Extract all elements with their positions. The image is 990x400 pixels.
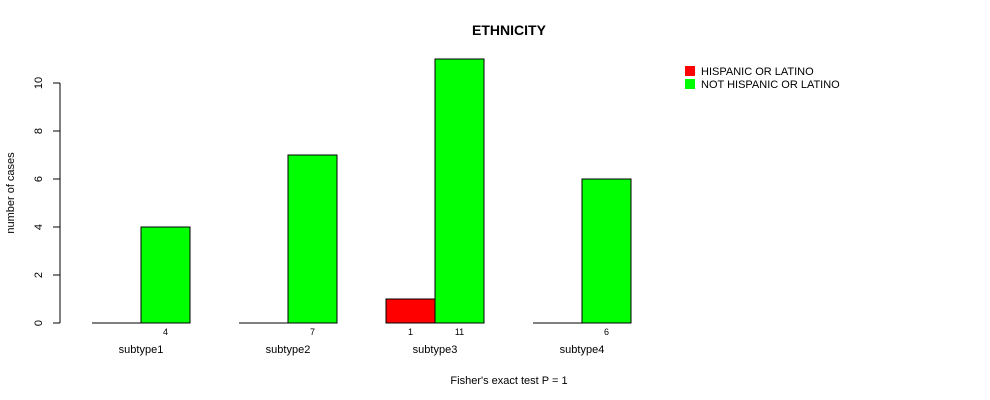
y-tick-label: 8 — [33, 128, 45, 134]
category-label-subtype3: subtype3 — [413, 344, 458, 356]
bar-subtype1-not-hispanic — [140, 226, 191, 324]
y-tick-label: 6 — [33, 176, 45, 182]
bar-value-label: 4 — [163, 327, 168, 337]
y-tick-label: 2 — [33, 272, 45, 278]
bar-value-label: 7 — [310, 327, 315, 337]
y-axis-label: number of cases — [5, 152, 17, 234]
x-axis-label: Fisher's exact test P = 1 — [450, 375, 567, 387]
bar-groups: 4 7 1 11 6 — [92, 58, 632, 337]
legend-swatch — [685, 66, 695, 76]
y-tick-label: 0 — [33, 320, 45, 326]
bar-subtype3-hispanic — [385, 298, 436, 324]
bar-subtype4-not-hispanic — [581, 178, 632, 324]
category-label-subtype1: subtype1 — [119, 344, 164, 356]
legend-swatch — [685, 79, 695, 89]
bar-value-label: 6 — [604, 327, 609, 337]
legend-label: NOT HISPANIC OR LATINO — [701, 79, 840, 91]
y-axis-ticks: 0 2 4 6 8 10 — [33, 77, 60, 326]
category-label-subtype4: subtype4 — [560, 344, 605, 356]
chart-title: ETHNICITY — [472, 22, 547, 38]
bar-subtype3-not-hispanic — [434, 58, 485, 324]
bar-subtype2-not-hispanic — [287, 154, 338, 324]
y-tick-label: 4 — [33, 224, 45, 230]
legend-label: HISPANIC OR LATINO — [701, 66, 814, 78]
bar-value-label: 11 — [455, 327, 464, 337]
y-tick-label: 10 — [33, 77, 45, 89]
category-label-subtype2: subtype2 — [266, 344, 311, 356]
category-labels: subtype1 subtype2 subtype3 subtype4 — [119, 344, 605, 356]
bar-value-label: 1 — [408, 327, 413, 337]
